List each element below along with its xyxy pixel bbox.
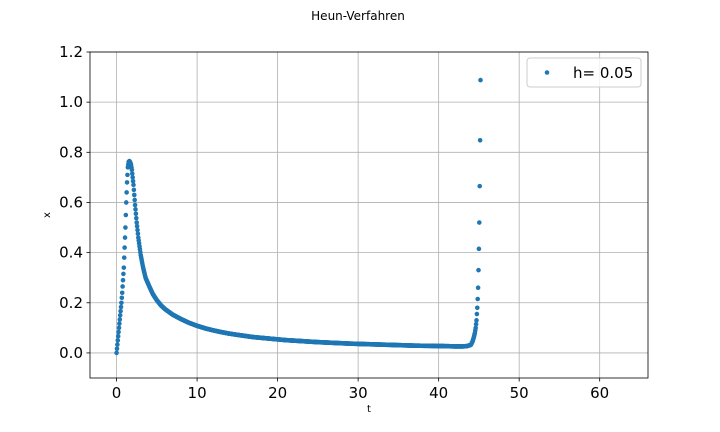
data-point — [119, 295, 125, 301]
data-point — [125, 172, 130, 178]
data-point — [119, 290, 125, 296]
data-point — [121, 271, 126, 277]
data-point — [123, 225, 128, 230]
x-tick-label: 30 — [349, 384, 368, 402]
y-tick-label: 0.6 — [59, 193, 83, 211]
data-point — [117, 313, 123, 318]
data-point — [478, 77, 483, 83]
data-point — [132, 197, 137, 203]
data-point — [124, 180, 130, 185]
data-point — [477, 183, 483, 189]
data-point — [474, 318, 479, 323]
legend-box — [526, 57, 642, 88]
data-point — [134, 220, 140, 225]
data-point — [130, 178, 136, 184]
plot-frame — [89, 51, 649, 379]
x-tick-label: 10 — [188, 384, 207, 402]
x-tick-label: 0 — [112, 384, 122, 402]
legend-marker — [544, 70, 550, 75]
data-point — [477, 137, 483, 143]
x-tick-label: 20 — [268, 384, 287, 402]
data-point — [123, 200, 129, 205]
x-tick-label: 40 — [429, 384, 448, 402]
data-point — [114, 350, 119, 356]
data-point — [123, 212, 129, 218]
data-point — [132, 202, 138, 208]
data-point — [130, 175, 135, 180]
y-tick-label: 1.0 — [59, 93, 83, 111]
data-point — [135, 227, 140, 233]
legend: h= 0.05 — [526, 57, 642, 88]
data-point — [129, 171, 135, 176]
data-point — [476, 246, 482, 252]
data-point — [122, 235, 128, 240]
data-point — [115, 333, 121, 339]
y-axis-ticks: 0.0 0.2 0.4 0.6 0.8 1.0 1.2 — [59, 43, 90, 362]
data-point — [117, 321, 122, 326]
data-point — [475, 285, 481, 291]
data-point — [133, 211, 139, 217]
data-point — [121, 255, 127, 260]
data-point — [118, 304, 124, 310]
y-tick-label: 1.2 — [59, 43, 83, 61]
data-point — [476, 267, 481, 273]
y-tick-label: 0.8 — [59, 143, 83, 161]
data-point — [115, 342, 120, 347]
data-point — [474, 305, 480, 311]
data-point — [133, 207, 138, 212]
data-point — [473, 321, 479, 327]
x-axis-label: t — [367, 404, 371, 415]
data-point — [131, 192, 137, 198]
data-point — [119, 300, 124, 306]
data-point — [475, 296, 481, 302]
chart-title: Heun-Verfahren — [311, 9, 405, 23]
data-point — [120, 284, 125, 289]
data-point — [114, 346, 120, 352]
data-points — [114, 77, 483, 356]
data-point — [474, 311, 480, 317]
y-tick-label: 0.0 — [59, 344, 83, 362]
data-point — [118, 308, 123, 314]
y-tick-label: 0.4 — [59, 244, 83, 262]
grid-lines — [90, 51, 648, 378]
y-axis-label: x — [42, 212, 53, 218]
data-point — [124, 190, 129, 195]
data-point — [116, 329, 121, 335]
y-tick-label: 0.2 — [59, 294, 83, 312]
data-point — [134, 223, 140, 229]
data-point — [122, 245, 127, 250]
data-point — [116, 325, 122, 331]
data-point — [117, 317, 123, 322]
x-tick-label: 50 — [510, 384, 529, 402]
data-point — [473, 325, 478, 331]
data-point — [115, 338, 121, 343]
legend-label: h= 0.05 — [573, 64, 633, 82]
x-tick-label: 60 — [590, 384, 609, 402]
data-point — [133, 215, 139, 221]
data-point — [477, 220, 482, 225]
data-point — [129, 167, 135, 173]
data-point — [135, 231, 141, 237]
data-point — [131, 187, 137, 193]
data-point — [120, 277, 126, 283]
data-point — [131, 182, 136, 188]
data-point — [121, 265, 127, 270]
x-axis-ticks: 0 10 20 30 40 50 60 — [112, 378, 609, 402]
